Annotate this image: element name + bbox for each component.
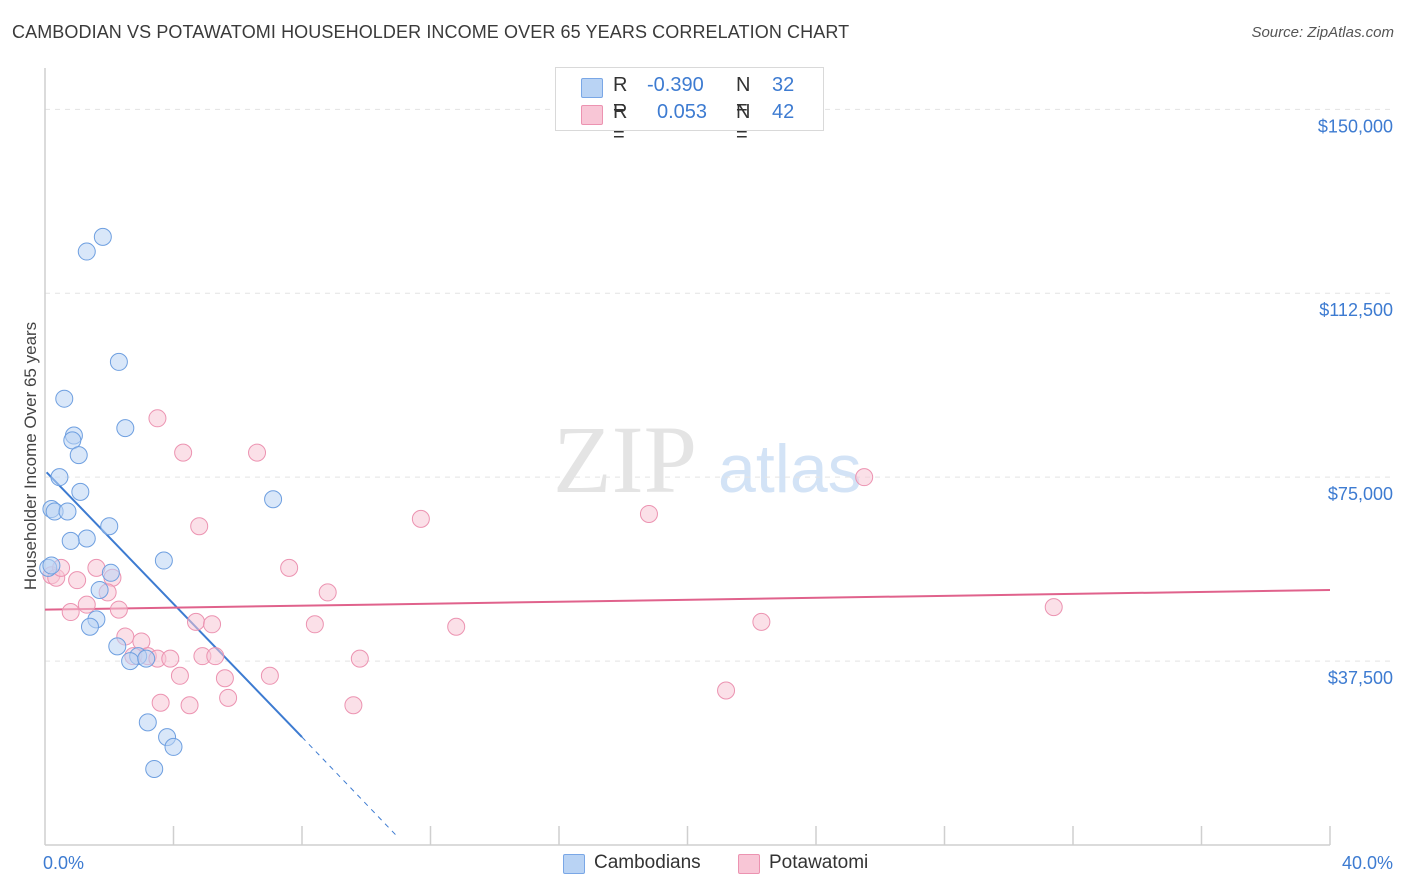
x-tick-label: 40.0%	[1342, 853, 1393, 873]
potawatomi-point	[180, 696, 199, 715]
legend-n-value: 32	[772, 74, 795, 96]
legend-swatch-cambodians	[581, 78, 603, 98]
potawatomi-point	[190, 517, 209, 536]
legend-n-label: N =	[736, 74, 751, 119]
y-tick-label: $37,500	[1328, 668, 1393, 688]
cambodians-point	[93, 227, 112, 246]
potawatomi-point	[68, 571, 87, 590]
axes	[44, 68, 1331, 846]
potawatomi-point	[206, 647, 225, 666]
potawatomi-point	[219, 688, 238, 707]
potawatomi-point	[174, 443, 193, 462]
cambodians-point	[116, 419, 135, 438]
potawatomi-point	[350, 649, 369, 668]
potawatomi-point	[61, 603, 80, 622]
cambodians-point	[138, 713, 157, 732]
legend-swatch-potawatomi	[581, 105, 603, 125]
cambodians-point	[55, 389, 74, 408]
watermark-atlas: atlas	[718, 431, 862, 507]
chart-title: CAMBODIAN VS POTAWATOMI HOUSEHOLDER INCO…	[12, 22, 850, 42]
y-tick-label: $75,000	[1328, 484, 1393, 504]
potawatomi-point	[280, 558, 299, 577]
bottom-legend-swatch-cambodians	[563, 854, 585, 874]
potawatomi-point	[161, 649, 180, 668]
cambodians-point	[58, 502, 77, 521]
cambodians-point	[264, 490, 283, 509]
cambodians-point	[101, 563, 120, 582]
bottom-legend-label-potawatomi: Potawatomi	[769, 852, 869, 873]
cambodians-point	[121, 652, 140, 671]
potawatomi-point	[215, 669, 234, 688]
potawatomi-point	[411, 509, 430, 528]
potawatomi-point	[151, 693, 170, 712]
cambodians-point	[109, 352, 128, 371]
data-points	[39, 227, 1063, 778]
potawatomi-point	[717, 681, 736, 700]
cambodians-point	[90, 580, 109, 599]
trend-lines	[44, 471, 1331, 838]
cambodians-point	[164, 737, 183, 756]
cambodians-point	[145, 759, 164, 778]
potawatomi-point	[109, 600, 128, 619]
potawatomi-point	[752, 612, 771, 631]
cambodians-point	[77, 242, 96, 261]
potawatomi-point	[1044, 598, 1063, 617]
cambodians-point	[77, 529, 96, 548]
cambodians-point	[71, 482, 90, 501]
potawatomi-point	[248, 443, 267, 462]
y-tick-labels: $37,500 $75,000 $112,500 $150,000	[1318, 116, 1393, 688]
y-axis-label: Householder Income Over 65 years	[21, 322, 40, 590]
legend-n-label: N =	[736, 101, 751, 146]
legend-r-value: 0.053	[657, 101, 708, 123]
cambodians-trend-line	[45, 471, 303, 738]
potawatomi-point	[855, 468, 874, 487]
watermark-zip: ZIP	[553, 406, 697, 513]
bottom-legend-swatch-potawatomi	[738, 854, 760, 874]
y-tick-label: $150,000	[1318, 116, 1393, 136]
x-tick-labels: 0.0% 40.0%	[43, 853, 1393, 873]
bottom-legend-label-cambodians: Cambodians	[594, 852, 701, 873]
legend-r-label: R =	[613, 74, 628, 119]
potawatomi-point	[77, 595, 96, 614]
correlation-legend: R = -0.390 N = 32 R = 0.053 N = 42	[555, 67, 824, 146]
potawatomi-point	[447, 617, 466, 636]
potawatomi-point	[305, 615, 324, 634]
potawatomi-point	[344, 696, 363, 715]
watermark: ZIP atlas	[553, 406, 862, 513]
legend-r-label: R =	[613, 101, 628, 146]
cambodians-point	[42, 556, 61, 575]
potawatomi-point	[639, 504, 658, 523]
potawatomi-point	[260, 666, 279, 685]
cambodians-point	[100, 517, 119, 536]
cambodians-point	[80, 617, 99, 636]
cambodians-point	[61, 531, 80, 550]
potawatomi-point	[318, 583, 337, 602]
legend-n-value: 42	[772, 101, 795, 123]
cambodians-trend-extension	[301, 736, 399, 838]
cambodians-point	[137, 649, 156, 668]
potawatomi-point	[186, 612, 205, 631]
cambodians-point	[108, 637, 127, 656]
potawatomi-trend-line	[44, 588, 1331, 611]
x-tick-label: 0.0%	[43, 853, 84, 873]
cambodians-point	[154, 551, 173, 570]
y-tick-label: $112,500	[1319, 300, 1393, 320]
chart-source: Source: ZipAtlas.com	[1251, 24, 1394, 41]
cambodians-point	[69, 446, 88, 465]
potawatomi-point	[170, 666, 189, 685]
cambodians-point	[50, 468, 69, 487]
potawatomi-point	[203, 615, 222, 634]
potawatomi-point	[148, 409, 167, 428]
legend-r-value: -0.390	[647, 74, 704, 96]
gridlines	[45, 108, 1395, 662]
